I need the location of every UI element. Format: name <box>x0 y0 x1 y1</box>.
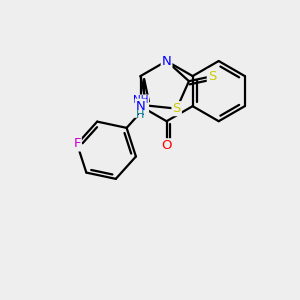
Text: H: H <box>136 110 145 120</box>
Text: S: S <box>172 102 181 115</box>
Text: N: N <box>162 55 171 68</box>
Text: O: O <box>161 139 172 152</box>
Text: NH
H: NH H <box>133 95 148 117</box>
Text: S: S <box>208 70 216 83</box>
Text: N: N <box>136 100 146 113</box>
Text: F: F <box>73 137 81 151</box>
